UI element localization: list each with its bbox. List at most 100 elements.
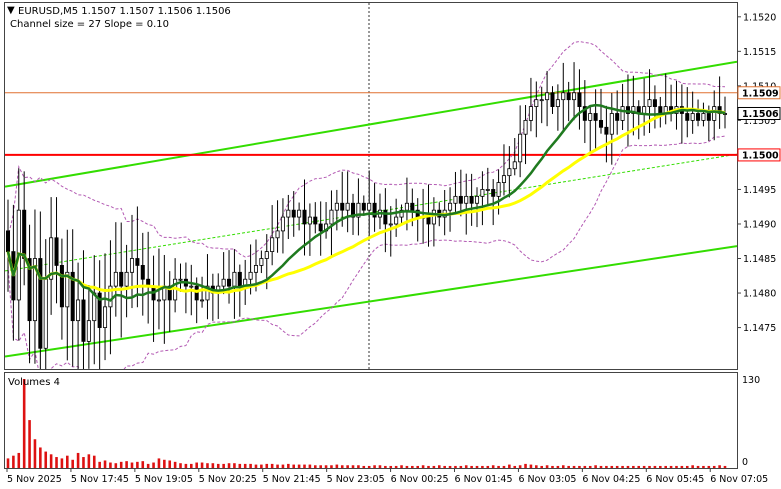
candle xyxy=(205,254,210,320)
volume-axis-max: 130 xyxy=(742,375,760,386)
candle-body xyxy=(329,209,334,225)
candle-body xyxy=(631,106,636,114)
price-marker-11509: 1.1509 xyxy=(742,88,779,99)
candle-body xyxy=(712,106,717,121)
candle xyxy=(431,197,436,247)
candle-body xyxy=(156,299,161,302)
candle-body xyxy=(65,271,70,308)
x-tick-label: 6 Nov 01:45 xyxy=(455,474,513,485)
candle xyxy=(453,171,458,214)
candle-body xyxy=(501,175,506,183)
channel-lower-line xyxy=(5,245,737,358)
candle xyxy=(361,195,366,216)
x-tick-label: 6 Nov 00:25 xyxy=(391,474,449,485)
y-tick-label: 1.1515 xyxy=(743,47,776,58)
y-tick-label: 1.1520 xyxy=(743,12,776,23)
candle xyxy=(383,188,388,253)
candle xyxy=(372,183,377,232)
candle xyxy=(712,90,717,141)
candle xyxy=(550,86,555,114)
candle xyxy=(555,84,560,131)
candle-body xyxy=(717,106,722,114)
candle-body xyxy=(625,106,630,114)
candle-body xyxy=(275,230,280,239)
candle xyxy=(329,190,334,257)
candle-body xyxy=(545,92,550,101)
y-tick-label: 1.1495 xyxy=(743,185,776,196)
candle xyxy=(394,198,399,237)
candle xyxy=(652,85,657,129)
main-clipped-group xyxy=(5,3,737,369)
candle-body xyxy=(598,119,604,128)
band-upper-line xyxy=(7,40,726,258)
candle-body xyxy=(582,106,587,121)
candle-body xyxy=(59,265,64,308)
candle-body xyxy=(129,258,135,273)
candle-body xyxy=(588,113,593,121)
candle-body xyxy=(534,99,539,107)
candle xyxy=(523,105,528,165)
header-triangle-icon[interactable]: ▼ xyxy=(7,5,15,16)
price-marker-11506: 1.1506 xyxy=(742,109,779,120)
candle xyxy=(59,238,64,340)
candle xyxy=(469,173,474,226)
candle-body xyxy=(291,209,296,218)
candle xyxy=(539,86,544,124)
candle xyxy=(593,89,598,152)
candle xyxy=(572,62,577,121)
candle-body xyxy=(652,99,657,107)
candle xyxy=(701,102,706,127)
candle-body xyxy=(464,195,469,204)
x-tick-label: 6 Nov 03:05 xyxy=(518,474,576,485)
x-tick-label: 6 Nov 05:45 xyxy=(646,474,704,485)
candle-body xyxy=(70,271,75,322)
candle xyxy=(253,239,259,292)
candle-body xyxy=(448,202,453,211)
candle-body xyxy=(232,271,237,287)
candle-body xyxy=(22,209,27,259)
candle xyxy=(501,144,506,196)
candle-body xyxy=(431,209,436,225)
candle xyxy=(577,69,582,130)
candle xyxy=(178,263,183,292)
candle xyxy=(534,81,539,138)
candle-body xyxy=(539,99,544,102)
candle-body xyxy=(453,195,458,204)
band-lower-line xyxy=(7,135,726,369)
candle-body xyxy=(86,320,91,342)
candle xyxy=(690,91,695,134)
candle-body xyxy=(227,278,232,287)
candle-body xyxy=(361,202,366,211)
candle-body xyxy=(555,99,560,107)
candle xyxy=(270,205,275,266)
candle xyxy=(32,209,37,364)
candle-body xyxy=(399,209,404,218)
candle xyxy=(297,202,302,231)
candle xyxy=(512,137,517,176)
candle xyxy=(313,202,318,234)
candle-body xyxy=(334,202,339,211)
candle-body xyxy=(474,195,480,204)
candle-body xyxy=(340,202,345,211)
candle-body xyxy=(609,113,614,135)
candle-body xyxy=(383,209,388,225)
candle xyxy=(97,260,102,369)
candle xyxy=(518,105,523,178)
x-tick-label: 5 Nov 17:45 xyxy=(71,474,129,485)
candle-body xyxy=(426,216,431,225)
candle-body xyxy=(253,265,259,273)
candle-body xyxy=(512,161,517,170)
candle xyxy=(507,146,512,198)
candle xyxy=(302,179,307,256)
candle-body xyxy=(706,113,711,121)
candle xyxy=(27,224,32,364)
candle xyxy=(566,81,571,122)
candle xyxy=(458,169,463,217)
candle-body xyxy=(189,285,194,288)
candle-body xyxy=(135,258,140,266)
ma-fast-line xyxy=(6,103,726,302)
candle xyxy=(307,203,312,256)
candle-body xyxy=(480,189,485,197)
candle-body xyxy=(690,113,695,121)
candle-body xyxy=(178,278,183,281)
